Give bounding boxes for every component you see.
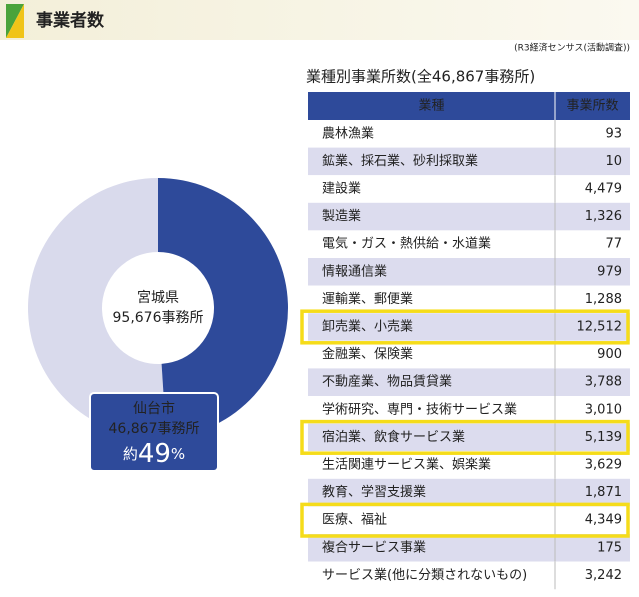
callout-share-part: 約 [123,445,138,463]
row-count: 1,326 [585,209,622,224]
donut-slice [158,178,288,438]
row-name: 電気・ガス・熱供給・水道業 [322,236,491,252]
table-row [308,368,630,396]
center-name: 宮城県 [137,290,179,306]
row-count: 4,479 [585,182,622,197]
row-count: 12,512 [577,320,623,335]
center-value: 95,676事務所 [113,310,204,326]
row-name: 運輸業、郵便業 [322,291,413,307]
callout-box [89,392,219,472]
callout-share-part: % [171,445,185,463]
row-count: 4,349 [585,513,622,528]
row-name: 卸売業、小売業 [322,319,413,335]
row-count: 3,788 [585,375,622,390]
callout-name: 仙台市 [133,400,175,417]
row-count: 1,288 [585,292,622,307]
table-row [308,534,630,562]
row-count: 979 [597,264,622,279]
callout-value: 46,867事務所 [109,421,200,437]
row-count: 3,629 [585,458,622,473]
row-name: 建設業 [322,181,361,197]
row-count: 5,139 [585,430,622,445]
row-count: 900 [597,347,622,362]
donut-rest [27,178,167,438]
row-count: 3,010 [585,402,622,417]
source-note: (R3経済センサス(活動調査)) [514,42,630,54]
row-name: 情報通信業 [322,263,387,279]
row-count: 10 [605,154,622,169]
table-row [308,340,630,369]
row-name: 複合サービス事業 [322,539,426,555]
row-highlight [300,419,630,455]
header-title: 事業者数 [36,10,105,31]
table-row [308,451,630,479]
callout-share: 約49% [123,439,185,469]
column-header: 事業所数 [566,98,618,114]
row-name: サービス業(他に分類されないもの) [322,567,527,583]
table-row [308,313,630,341]
row-name: 製造業 [322,208,361,224]
table-title: 業種別事業所数(全46,867事務所) [306,68,535,86]
header-bar [0,0,639,40]
callout-share-part: 49 [138,439,171,469]
row-count: 175 [597,540,622,555]
row-name: 不動産業、物品賃貸業 [322,374,452,390]
row-name: 農林漁業 [322,125,374,141]
row-name: 学術研究、専門・技術サービス業 [322,401,517,417]
table-row [308,506,630,534]
row-name: 鉱業、採石業、砂利採取業 [322,153,478,169]
table-row [308,230,630,258]
row-count: 1,871 [585,485,622,500]
row-count: 77 [605,237,622,252]
row-name: 生活関連サービス業、娯楽業 [322,457,491,473]
column-header: 業種 [418,98,444,114]
row-count: 93 [605,126,622,141]
table-row [308,175,630,203]
table-row [308,285,630,314]
row-highlight [300,309,630,345]
table-row [308,147,630,176]
row-name: 医療、福祉 [322,513,387,528]
row-name: 宿泊業、飲食サービス業 [322,429,465,445]
table-row [308,202,630,231]
table-row [308,561,630,590]
table-row [308,423,630,452]
row-name: 金融業、保険業 [322,346,413,362]
table-row [308,478,630,507]
table-header [308,92,630,120]
row-count: 3,242 [585,568,622,583]
table-row [308,120,630,148]
row-name: 教育、学習支援業 [322,484,426,500]
table-row [308,258,630,286]
row-highlight [300,502,630,538]
logo-yellow [6,4,24,38]
table-row [308,396,630,424]
